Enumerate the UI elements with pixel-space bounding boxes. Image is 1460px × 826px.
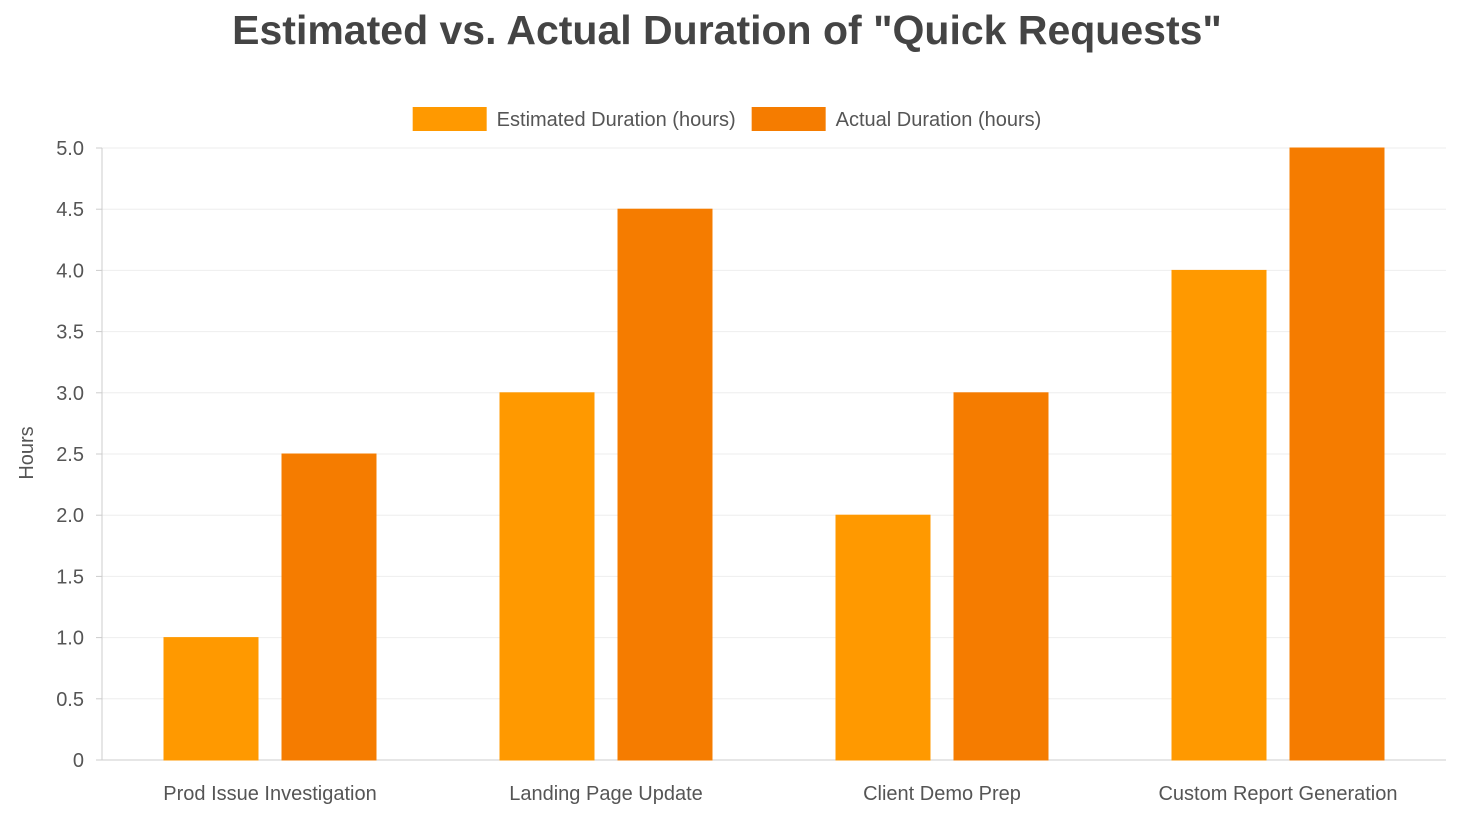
y-tick-label: 0 [73,750,84,772]
x-tick-label: Custom Report Generation [1158,783,1397,805]
y-axis-title: Hours [16,426,38,479]
x-tick-label: Client Demo Prep [863,783,1021,805]
y-tick-label: 3.5 [56,322,84,344]
y-axis-ticks: 0 0.5 1.0 1.5 2.0 2.5 3.0 3.5 4.0 4.5 5.0 [56,138,102,772]
y-tick-label: 5.0 [56,138,84,160]
bar-actual [1289,147,1385,761]
bar-estimated [1171,269,1267,761]
bar-actual [281,453,377,761]
legend-swatch [751,107,826,131]
y-tick-label: 2.5 [56,444,84,466]
y-tick-label: 4.5 [56,199,84,221]
chart-title: Estimated vs. Actual Duration of "Quick … [232,7,1222,53]
y-tick-label: 4.0 [56,260,84,282]
legend-label: Actual Duration (hours) [836,109,1042,131]
legend-label: Estimated Duration (hours) [497,109,736,131]
bar-actual [953,392,1049,761]
x-tick-label: Landing Page Update [509,783,703,805]
y-tick-label: 0.5 [56,689,84,711]
y-tick-label: 1.5 [56,566,84,588]
bar-actual [617,208,713,761]
bars [163,147,1385,761]
legend-swatch [412,107,487,131]
y-tick-label: 1.0 [56,628,84,650]
x-axis-labels: Prod Issue Investigation Landing Page Upd… [163,783,1397,805]
y-tick-label: 2.0 [56,505,84,527]
bar-estimated [499,392,595,761]
bar-estimated [835,514,931,761]
bar-estimated [163,637,259,761]
legend: Estimated Duration (hours) Actual Duratio… [412,107,1042,131]
x-tick-label: Prod Issue Investigation [163,783,376,805]
y-tick-label: 3.0 [56,383,84,405]
